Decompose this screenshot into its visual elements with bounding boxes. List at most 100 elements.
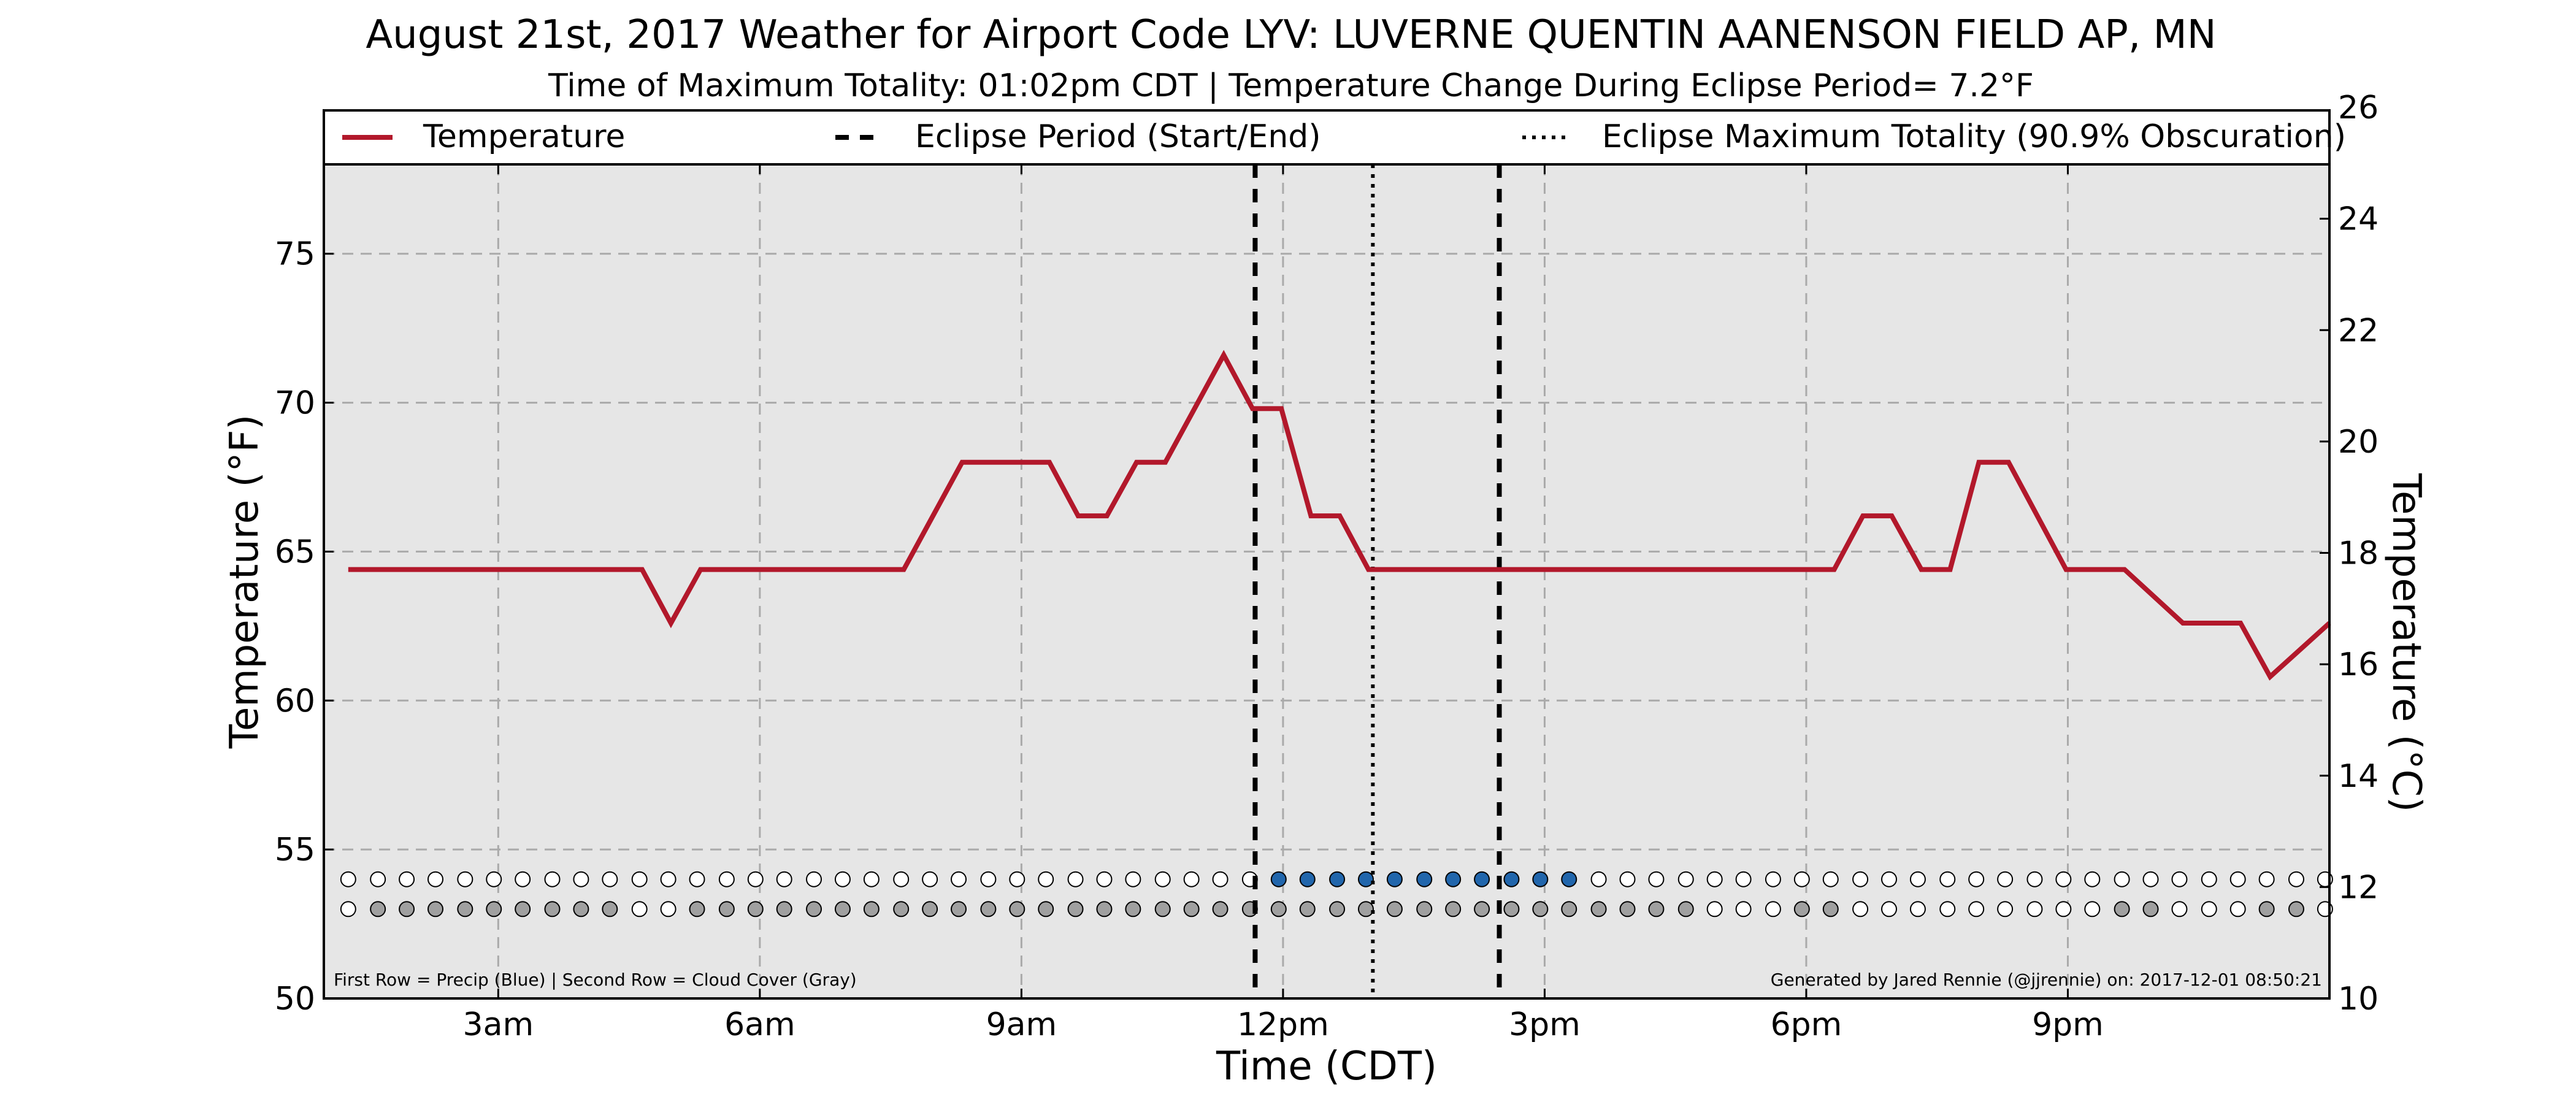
cloud-marker xyxy=(1357,901,1374,917)
y-right-tick-label: 22 xyxy=(2338,312,2379,349)
precip-marker xyxy=(1038,871,1054,887)
y-right-tick-label: 18 xyxy=(2338,535,2379,572)
cloud-marker xyxy=(922,901,938,917)
footnote-left: First Row = Precip (Blue) | Second Row =… xyxy=(334,970,857,990)
grid-lines xyxy=(324,164,2329,998)
precip-marker xyxy=(427,871,443,887)
y-axis-left-ticks: 50 55 60 65 70 75 xyxy=(275,236,334,1017)
precip-marker xyxy=(1270,871,1287,887)
cloud-marker xyxy=(573,901,589,917)
x-axis-label: Time (CDT) xyxy=(1216,1044,1437,1089)
plot-background xyxy=(324,164,2329,998)
precip-marker xyxy=(1067,871,1084,887)
cloud-marker xyxy=(2288,901,2304,917)
precip-marker xyxy=(922,871,938,887)
cloud-marker xyxy=(1270,901,1287,917)
legend-label-eclipse-period: Eclipse Period (Start/End) xyxy=(915,118,1321,155)
precip-marker xyxy=(370,871,386,887)
cloud-marker xyxy=(399,901,415,917)
precip-marker xyxy=(1154,871,1171,887)
cloud-marker xyxy=(1939,901,1956,917)
cloud-marker xyxy=(631,901,648,917)
y-left-tick-label: 60 xyxy=(275,683,315,719)
precip-marker xyxy=(1183,871,1200,887)
precip-marker xyxy=(2055,871,2072,887)
precip-marker xyxy=(1416,871,1433,887)
precip-marker xyxy=(573,871,589,887)
precip-marker xyxy=(2171,871,2188,887)
y-left-tick-label: 65 xyxy=(275,534,315,570)
x-tick-label: 3pm xyxy=(1509,1006,1581,1043)
cloud-marker xyxy=(893,901,910,917)
eclipse-lines xyxy=(1252,164,1502,998)
precip-marker xyxy=(399,871,415,887)
y-axis-left-label: Temperature (°F) xyxy=(222,415,267,749)
y-right-tick-label: 26 xyxy=(2338,90,2379,126)
cloud-marker xyxy=(1299,901,1316,917)
cloud-marker xyxy=(1648,901,1665,917)
y-left-tick-label: 50 xyxy=(275,981,315,1017)
precip-marker xyxy=(1968,871,1985,887)
legend-box xyxy=(323,109,2331,166)
precip-marker xyxy=(776,871,792,887)
precip-marker xyxy=(1822,871,1839,887)
cloud-marker xyxy=(1386,901,1403,917)
cloud-marker xyxy=(2084,901,2101,917)
cloud-marker xyxy=(747,901,764,917)
precip-marker xyxy=(1619,871,1636,887)
x-tick-label: 9am xyxy=(986,1006,1057,1043)
cloud-marker xyxy=(1532,901,1549,917)
precip-marker xyxy=(1909,871,1926,887)
x-tick-label: 3am xyxy=(463,1006,534,1043)
precip-marker xyxy=(1329,871,1346,887)
precip-marker xyxy=(806,871,822,887)
cloud-marker xyxy=(2142,901,2159,917)
cloud-marker xyxy=(515,901,531,917)
precip-marker xyxy=(747,871,764,887)
precip-marker xyxy=(2114,871,2130,887)
precip-marker xyxy=(1445,871,1462,887)
precip-marker xyxy=(1735,871,1752,887)
y-axis-right-ticks: 10 12 14 16 18 20 22 24 26 xyxy=(2320,90,2379,1017)
precip-marker xyxy=(893,871,910,887)
chart-title: August 21st, 2017 Weather for Airport Co… xyxy=(366,12,2216,58)
y-left-tick-label: 75 xyxy=(275,236,315,273)
cloud-marker xyxy=(1009,901,1025,917)
cloud-marker xyxy=(806,901,822,917)
x-tick-label: 12pm xyxy=(1237,1006,1329,1043)
y-right-tick-label: 12 xyxy=(2338,869,2379,906)
cloud-marker xyxy=(2114,901,2130,917)
cloud-marker xyxy=(2258,901,2275,917)
cloud-marker xyxy=(1706,901,1723,917)
y-right-tick-label: 24 xyxy=(2338,201,2379,238)
x-tick-label: 6pm xyxy=(1771,1006,1842,1043)
chart-subtitle: Time of Maximum Totality: 01:02pm CDT | … xyxy=(548,67,2034,104)
x-axis-ticks: 3am 6am 9am 12pm 3pm 6pm 9pm xyxy=(463,164,2104,1043)
precip-marker xyxy=(863,871,880,887)
precip-marker xyxy=(2026,871,2043,887)
cloud-marker xyxy=(1822,901,1839,917)
cloud-marker xyxy=(1997,901,2014,917)
precip-marker xyxy=(1009,871,1025,887)
cloud-marker xyxy=(370,901,386,917)
cloud-marker xyxy=(1619,901,1636,917)
precip-marker xyxy=(486,871,502,887)
cloud-marker xyxy=(834,901,851,917)
precip-marker xyxy=(1881,871,1898,887)
observation-markers xyxy=(340,871,2333,917)
cloud-marker xyxy=(2171,901,2188,917)
cloud-marker xyxy=(1329,901,1346,917)
precip-marker xyxy=(1852,871,1869,887)
cloud-marker xyxy=(1183,901,1200,917)
precip-marker xyxy=(660,871,677,887)
y-axis-right-label: Temperature (°C) xyxy=(2383,473,2429,812)
y-right-tick-label: 14 xyxy=(2338,758,2379,795)
precip-marker xyxy=(1939,871,1956,887)
precip-marker xyxy=(2201,871,2217,887)
cloud-marker xyxy=(1677,901,1694,917)
cloud-marker xyxy=(718,901,735,917)
cloud-marker xyxy=(1503,901,1520,917)
cloud-marker xyxy=(544,901,561,917)
